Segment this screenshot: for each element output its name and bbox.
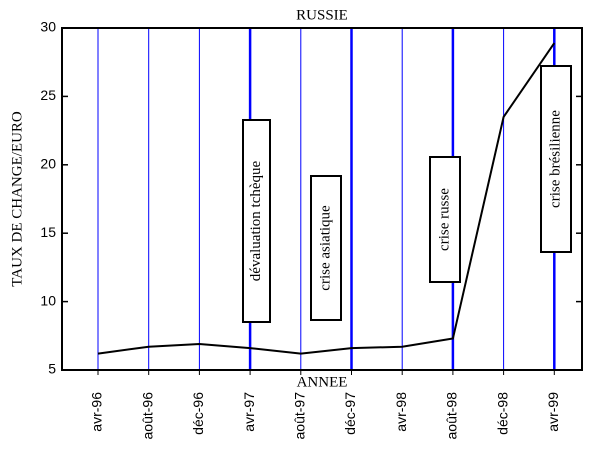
x-tick-label: avr-98 bbox=[393, 392, 409, 432]
x-tick-label: déc-97 bbox=[342, 392, 358, 435]
x-tick-label: avr-96 bbox=[89, 392, 105, 432]
x-tick-label: août-97 bbox=[292, 392, 308, 440]
y-tick-label: 25 bbox=[40, 87, 56, 103]
x-tick-label: avr-97 bbox=[241, 392, 257, 432]
y-tick-label: 10 bbox=[40, 292, 56, 308]
y-tick-label: 20 bbox=[40, 156, 56, 172]
x-axis-label: ANNEE bbox=[297, 374, 348, 390]
plot-frame bbox=[61, 27, 583, 371]
x-tick-label: août-98 bbox=[444, 392, 460, 440]
annotation: crise russe bbox=[436, 188, 452, 251]
annotation-box bbox=[540, 65, 572, 253]
annotation: dévaluation tchèque bbox=[248, 160, 264, 281]
y-tick-label: 15 bbox=[40, 224, 56, 240]
annotation-box bbox=[242, 119, 271, 323]
y-axis-label: TAUX DE CHANGE/EURO bbox=[9, 111, 25, 287]
x-tick-label: avr-99 bbox=[545, 392, 561, 432]
y-tick-label: 30 bbox=[40, 19, 56, 35]
x-tick-label: déc-98 bbox=[494, 392, 510, 435]
data-line bbox=[97, 42, 556, 355]
annotation: crise brésilienne bbox=[547, 110, 563, 208]
chart-title: RUSSIE bbox=[296, 7, 348, 23]
annotation-box bbox=[310, 175, 342, 321]
y-tick-label: 5 bbox=[48, 361, 56, 377]
annotation-box bbox=[429, 156, 461, 283]
x-tick-label: déc-96 bbox=[190, 392, 206, 435]
annotation: crise asiatique bbox=[317, 205, 333, 291]
x-tick-label: août-96 bbox=[139, 392, 155, 440]
